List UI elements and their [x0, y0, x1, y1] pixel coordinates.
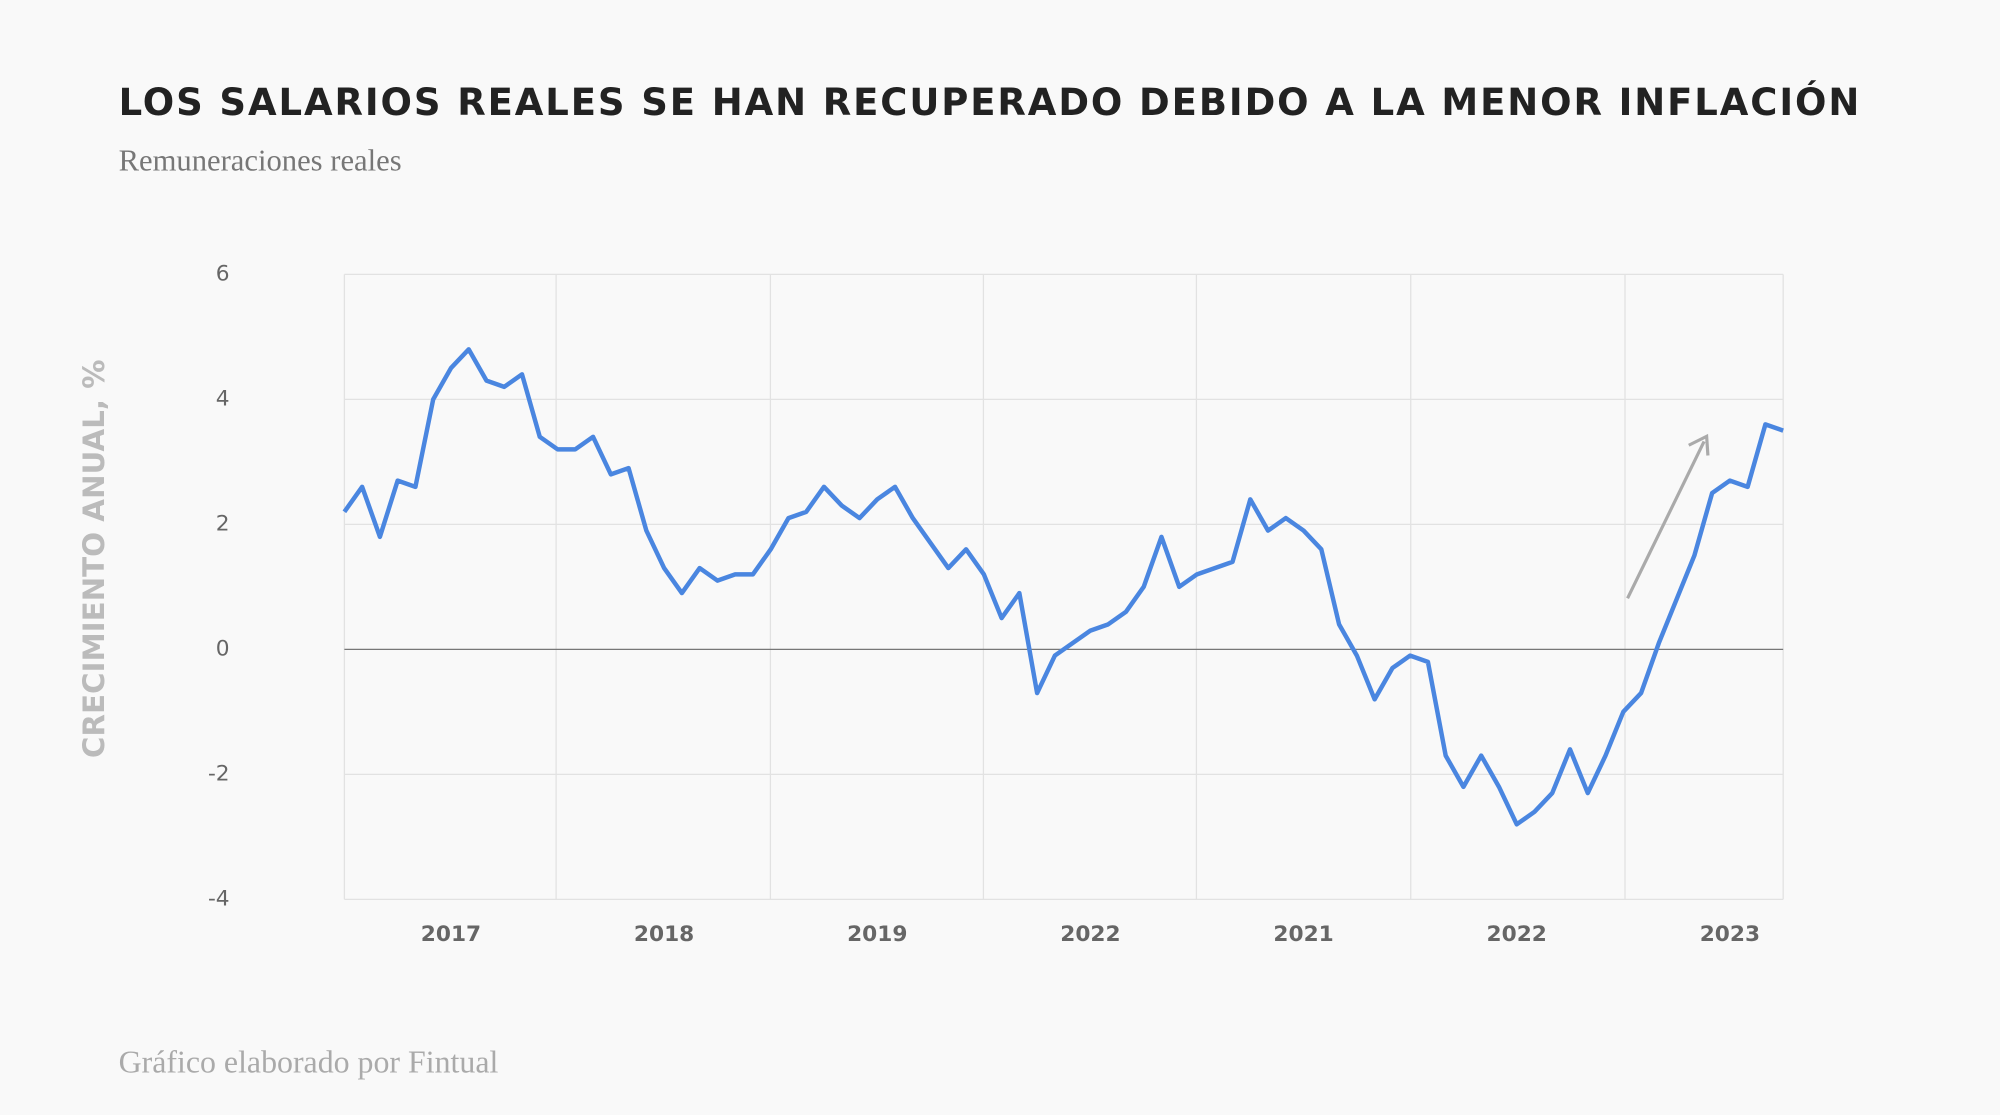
y-tick-label: -4 [208, 886, 230, 911]
x-tick-label: 2018 [634, 922, 694, 947]
source-note: Gráfico elaborado por Fintual [119, 1044, 499, 1079]
y-tick-label: 4 [216, 386, 230, 411]
x-tick-label: 2023 [1700, 922, 1760, 947]
chart-title: LOS SALARIOS REALES SE HAN RECUPERADO DE… [119, 80, 1862, 124]
x-tick-label: 2021 [1273, 922, 1333, 947]
y-axis-label: CRECIMIENTO ANUAL, % [77, 359, 111, 758]
data-line [342, 347, 1784, 827]
x-tick-label: 2022 [1487, 922, 1547, 947]
x-tick-label: 2017 [421, 922, 481, 947]
y-tick-label: 6 [216, 261, 230, 286]
trend-arrow [1626, 440, 1706, 600]
y-tick-label: 0 [216, 636, 230, 661]
y-tick-label: 2 [216, 511, 230, 536]
x-tick-label: 2022 [1060, 922, 1120, 947]
y-tick-label: -2 [208, 761, 230, 786]
trend-arrow-head [1688, 433, 1710, 456]
plot-area: -4 -2 0 2 4 6 2017 2018 2019 2022 2021 2022 2023 [208, 261, 1784, 947]
chart-subtitle: Remuneraciones reales [119, 143, 402, 177]
x-tick-label: 2019 [847, 922, 907, 947]
